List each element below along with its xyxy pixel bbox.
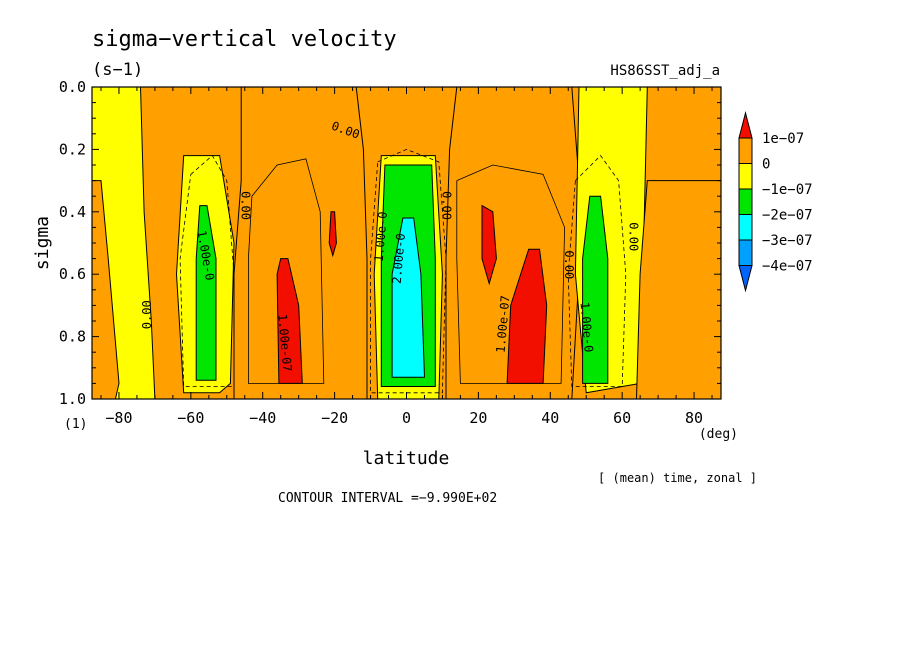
y-axis-units: (1): [64, 417, 87, 432]
region-sh-upper-ascent: [328, 211, 337, 258]
contour-line-1: [370, 148, 447, 394]
x-tick-label: 80: [685, 409, 703, 427]
contour-label: 0.00: [562, 250, 576, 279]
contour-line-2: [567, 154, 627, 387]
colorbar-top-arrow: [738, 111, 753, 139]
colorbar-label: 1e−07: [762, 131, 804, 147]
colorbar-label: −4e−07: [762, 259, 813, 275]
colorbar-box: [738, 214, 753, 241]
colorbar-box: [738, 188, 753, 215]
colorbar-label: −1e−07: [762, 182, 813, 198]
y-tick-label: 0.6: [59, 265, 86, 283]
contour-label: 1.00e-07: [494, 295, 513, 354]
y-axis-label: sigma: [32, 216, 53, 270]
contour-label: 0.00: [238, 191, 252, 220]
x-tick-label: 40: [541, 409, 559, 427]
y-tick-label: 0.4: [59, 203, 86, 221]
contour-label: 1.00e-0: [578, 301, 596, 353]
dataset-name: HS86SST_adj_a: [610, 63, 720, 79]
contour-line-3: [247, 158, 325, 384]
colorbar-label: −2e−07: [762, 208, 813, 224]
contour-line-4: [456, 164, 566, 384]
chart-units: (s−1): [92, 60, 143, 80]
filled-contours: [92, 87, 721, 399]
contour-label: 2.00e-0: [390, 233, 408, 285]
contour-interval: CONTOUR INTERVAL =−9.990E+02: [278, 491, 497, 506]
x-axis-label: latitude: [363, 448, 450, 469]
region-sh-polar-cap: [92, 180, 120, 399]
contour-line-0: [179, 154, 235, 387]
colorbar-box: [738, 163, 753, 190]
colorbar-bottom-arrow: [738, 265, 753, 293]
contour-label: 0.00: [140, 300, 154, 329]
region-nh-descent-core: [582, 195, 609, 384]
x-tick-label: −60: [177, 409, 204, 427]
colorbar-box: [738, 137, 753, 164]
averaging-note: [ (mean) time, zonal ]: [598, 471, 757, 485]
contour-label: 0.00: [440, 191, 454, 220]
colorbar-box: [738, 239, 753, 266]
colorbar-label: 0: [762, 157, 770, 173]
contour-label: 1.00e-0: [372, 211, 390, 263]
x-tick-label: −20: [321, 409, 348, 427]
chart-title: sigma−vertical velocity: [92, 27, 397, 52]
y-tick-label: 0.0: [59, 78, 86, 96]
y-tick-label: 0.8: [59, 328, 86, 346]
region-sh-midlat-ascent: [233, 87, 368, 399]
x-tick-label: 0: [402, 409, 411, 427]
colorbar: 1e−07 0 −1e−07 −2e−07 −3e−07 −4e−07: [738, 111, 813, 293]
y-tick-label: 0.2: [59, 140, 86, 158]
x-tick-label: 60: [613, 409, 631, 427]
y-tick-label: 1.0: [59, 390, 86, 408]
region-equatorial-descent-core: [391, 217, 426, 378]
x-tick-label: 20: [469, 409, 487, 427]
contour-label: 0.00: [626, 222, 640, 251]
x-tick-label: −80: [105, 409, 132, 427]
region-sh-descent-core: [195, 205, 217, 381]
x-tick-label: −40: [249, 409, 276, 427]
region-nh-polar-ascent: [635, 180, 721, 399]
contour-label: 1.00e-07: [275, 313, 294, 372]
x-axis-units: (deg): [699, 427, 738, 442]
colorbar-label: −3e−07: [762, 233, 813, 249]
contour-lines: [179, 148, 627, 394]
axes: −80 −60 −40 −20 0 20 40 60 80 0.0 0.2 0.4 0.6 0.8 1.0: [59, 78, 721, 427]
region-nh-upper-ascent: [481, 204, 497, 286]
